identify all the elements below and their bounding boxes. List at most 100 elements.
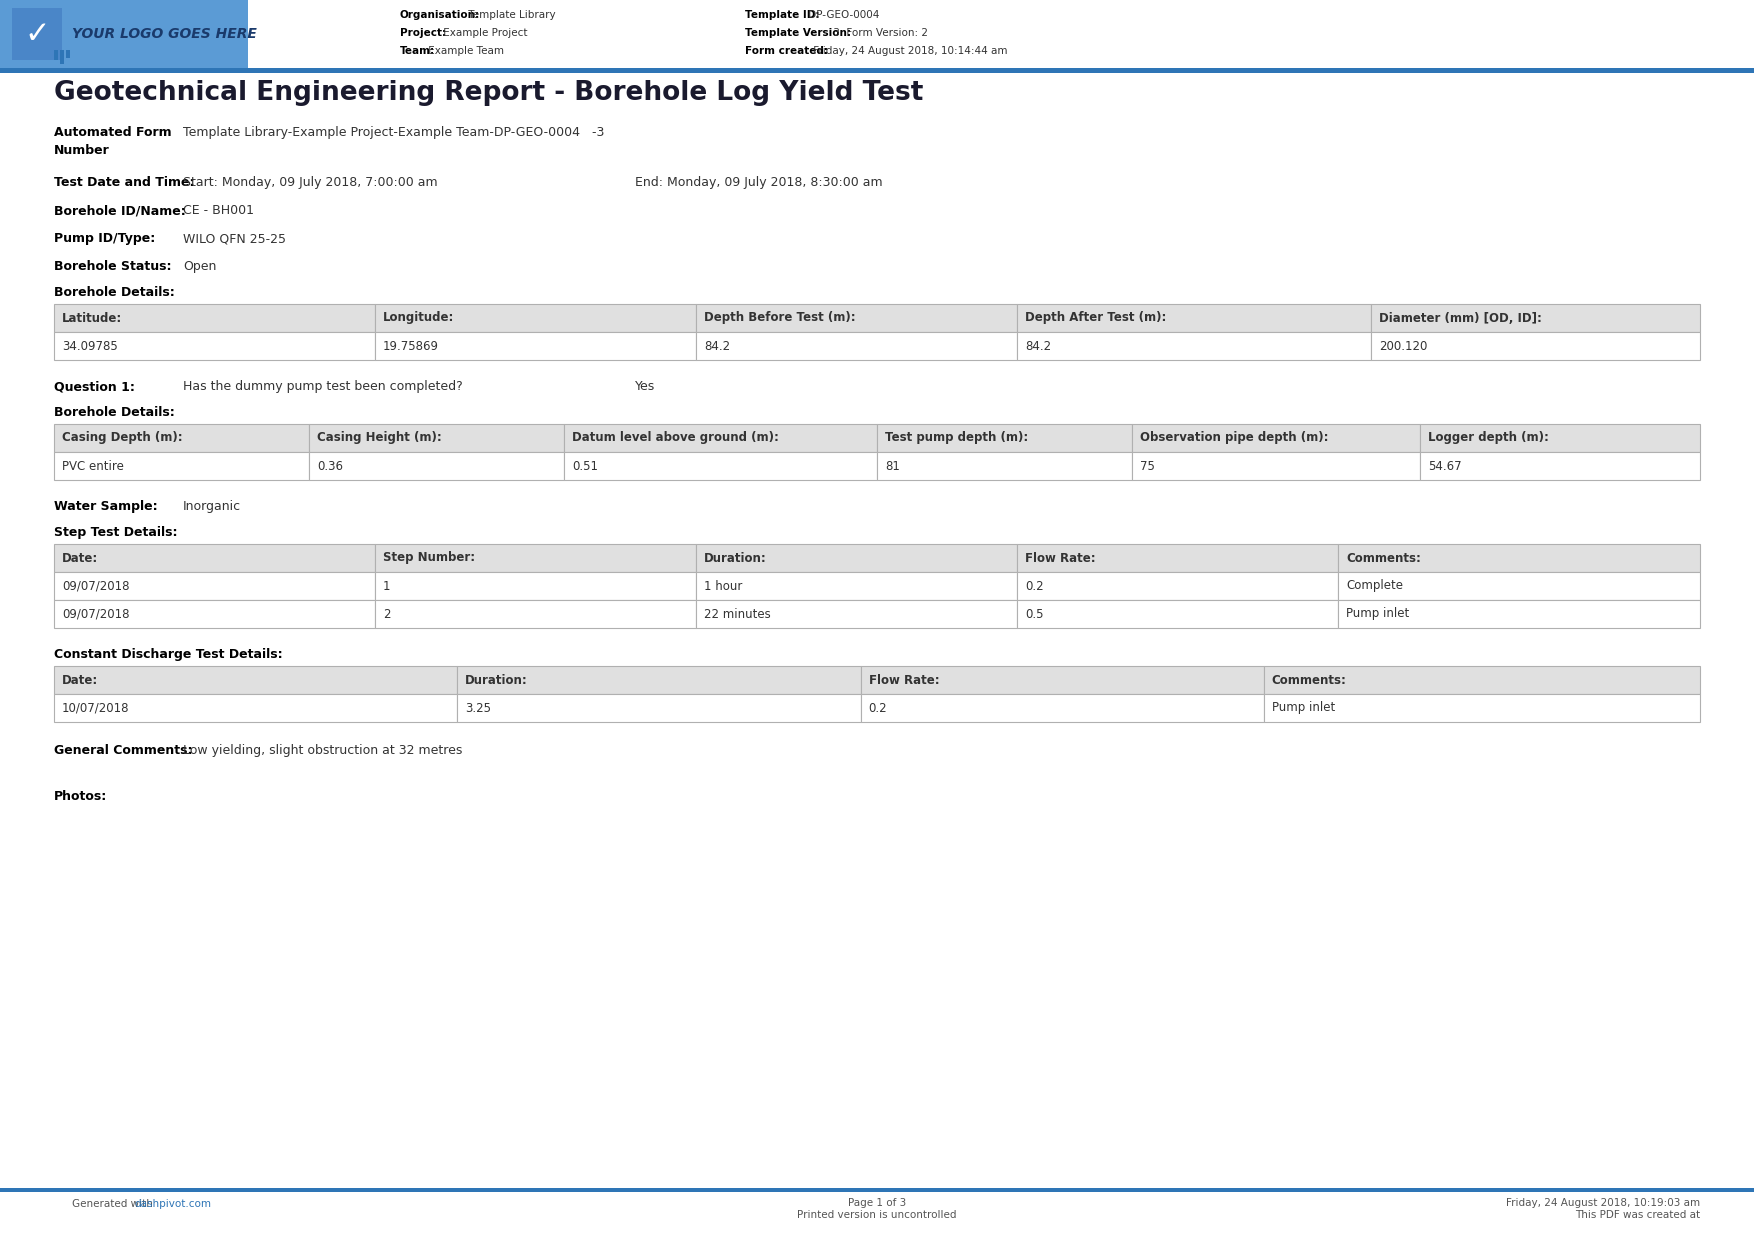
Text: 19.75869: 19.75869 (382, 340, 438, 352)
Text: 0.2: 0.2 (868, 702, 888, 714)
Text: 0.5: 0.5 (1024, 608, 1044, 620)
Text: Has the dummy pump test been completed?: Has the dummy pump test been completed? (182, 379, 463, 393)
Text: Comments:: Comments: (1272, 673, 1347, 687)
Text: Observation pipe depth (m):: Observation pipe depth (m): (1140, 432, 1328, 444)
Text: Team:: Team: (400, 46, 435, 56)
Text: 1 hour: 1 hour (703, 579, 742, 593)
Bar (1017, 544, 1338, 572)
Text: 10/07/2018: 10/07/2018 (61, 702, 130, 714)
Text: Open: Open (182, 260, 216, 273)
Text: 22 minutes: 22 minutes (703, 608, 770, 620)
Text: Generated with: Generated with (72, 1199, 156, 1209)
Text: Printed version is uncontrolled: Printed version is uncontrolled (798, 1210, 956, 1220)
Text: Date:: Date: (61, 552, 98, 564)
Text: Borehole Details:: Borehole Details: (54, 405, 175, 419)
Bar (54, 666, 458, 694)
Text: Pump inlet: Pump inlet (1272, 702, 1335, 714)
Bar (1017, 600, 1338, 627)
Text: 200.120: 200.120 (1379, 340, 1428, 352)
Text: Casing Height (m):: Casing Height (m): (317, 432, 442, 444)
Text: Page 1 of 3: Page 1 of 3 (847, 1198, 907, 1208)
Text: 3  Form Version: 2: 3 Form Version: 2 (830, 29, 928, 38)
Bar (0, 1188, 1754, 1192)
Text: 75: 75 (1140, 460, 1154, 472)
Text: 1: 1 (382, 579, 391, 593)
Text: Friday, 24 August 2018, 10:14:44 am: Friday, 24 August 2018, 10:14:44 am (810, 46, 1007, 56)
Text: Borehole ID/Name:: Borehole ID/Name: (54, 205, 186, 217)
Text: Project:: Project: (400, 29, 446, 38)
Text: Test pump depth (m):: Test pump depth (m): (886, 432, 1028, 444)
Text: Template Version:: Template Version: (745, 29, 851, 38)
Bar (565, 453, 877, 480)
Bar (696, 304, 1017, 332)
Bar (696, 572, 1017, 600)
Text: Diameter (mm) [OD, ID]:: Diameter (mm) [OD, ID]: (1379, 311, 1542, 325)
Bar (1338, 600, 1700, 627)
Text: 2: 2 (382, 608, 391, 620)
Text: Photos:: Photos: (54, 790, 107, 804)
Bar (861, 694, 1265, 722)
Text: Logger depth (m):: Logger depth (m): (1428, 432, 1549, 444)
Bar (1131, 453, 1421, 480)
Text: Flow Rate:: Flow Rate: (1024, 552, 1096, 564)
Text: 81: 81 (886, 460, 900, 472)
Bar (60, 50, 63, 64)
Text: Example Project: Example Project (440, 29, 528, 38)
Text: Test Date and Time:: Test Date and Time: (54, 176, 195, 188)
Bar (1265, 694, 1700, 722)
Text: Low yielding, slight obstruction at 32 metres: Low yielding, slight obstruction at 32 m… (182, 744, 463, 756)
Text: Constant Discharge Test Details:: Constant Discharge Test Details: (54, 649, 282, 661)
Text: PVC entire: PVC entire (61, 460, 125, 472)
Text: Automated Form
Number: Automated Form Number (54, 126, 172, 157)
Text: 3.25: 3.25 (465, 702, 491, 714)
Bar (1421, 453, 1700, 480)
Bar (0, 0, 247, 68)
Bar (54, 572, 375, 600)
Text: Depth After Test (m):: Depth After Test (m): (1024, 311, 1166, 325)
Text: Comments:: Comments: (1345, 552, 1421, 564)
Text: 84.2: 84.2 (703, 340, 730, 352)
Text: Complete: Complete (1345, 579, 1403, 593)
Bar (1338, 572, 1700, 600)
Text: Start: Monday, 09 July 2018, 7:00:00 am: Start: Monday, 09 July 2018, 7:00:00 am (182, 176, 439, 188)
Text: 0.51: 0.51 (572, 460, 598, 472)
Text: dashpivot.com: dashpivot.com (133, 1199, 210, 1209)
Text: Flow Rate:: Flow Rate: (868, 673, 938, 687)
Text: Longitude:: Longitude: (382, 311, 454, 325)
Bar (1017, 332, 1372, 360)
Bar (54, 304, 375, 332)
Text: 0.2: 0.2 (1024, 579, 1044, 593)
Bar (1017, 304, 1372, 332)
Text: Water Sample:: Water Sample: (54, 500, 158, 513)
Bar (1131, 424, 1421, 453)
Bar (861, 666, 1265, 694)
Text: Friday, 24 August 2018, 10:19:03 am: Friday, 24 August 2018, 10:19:03 am (1507, 1198, 1700, 1208)
Text: General Comments:: General Comments: (54, 744, 193, 756)
Text: End: Monday, 09 July 2018, 8:30:00 am: End: Monday, 09 July 2018, 8:30:00 am (635, 176, 882, 188)
Text: YOUR LOGO GOES HERE: YOUR LOGO GOES HERE (72, 27, 256, 41)
Text: Date:: Date: (61, 673, 98, 687)
Text: 0.36: 0.36 (317, 460, 344, 472)
Bar (1372, 304, 1700, 332)
Bar (54, 332, 375, 360)
Bar (458, 694, 861, 722)
Text: Yes: Yes (635, 379, 656, 393)
Text: Datum level above ground (m):: Datum level above ground (m): (572, 432, 779, 444)
Bar (375, 572, 696, 600)
Text: Depth Before Test (m):: Depth Before Test (m): (703, 311, 856, 325)
Text: 54.67: 54.67 (1428, 460, 1461, 472)
Text: Inorganic: Inorganic (182, 500, 240, 513)
Text: 09/07/2018: 09/07/2018 (61, 608, 130, 620)
Bar (696, 332, 1017, 360)
Text: Template Library-Example Project-Example Team-DP-GEO-0004   -3: Template Library-Example Project-Example… (182, 126, 605, 139)
Text: ✓: ✓ (25, 20, 49, 48)
Text: Template Library: Template Library (465, 10, 556, 20)
Bar (458, 666, 861, 694)
Bar (696, 544, 1017, 572)
Text: Question 1:: Question 1: (54, 379, 135, 393)
Bar (877, 424, 1131, 453)
Text: Duration:: Duration: (465, 673, 528, 687)
Text: Borehole Status:: Borehole Status: (54, 260, 172, 273)
Bar (54, 600, 375, 627)
Bar (54, 544, 375, 572)
